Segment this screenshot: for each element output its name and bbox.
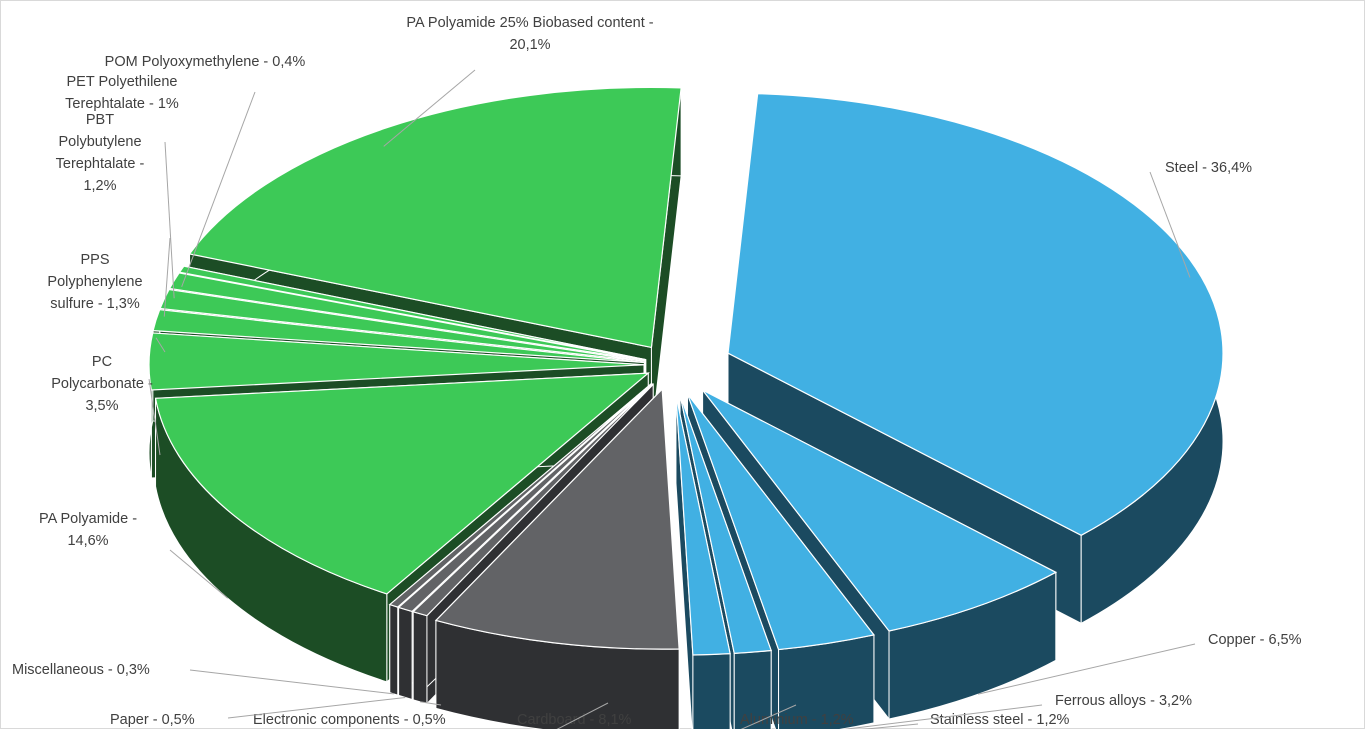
data-label-line: PC	[92, 354, 112, 370]
data-label-miscellaneous: Miscellaneous - 0,3%	[12, 662, 150, 678]
leader-pom-polyoxymethylene	[181, 91, 256, 287]
leader-electronic-components	[419, 701, 442, 706]
leader-lines	[148, 69, 1196, 729]
data-label-line: 1,2%	[83, 178, 116, 194]
data-label-line: Ferrous alloys - 3,2%	[1055, 693, 1192, 709]
data-label-line: Copper - 6,5%	[1208, 632, 1302, 648]
data-label-ferrous-alloys: Ferrous alloys - 3,2%	[1055, 693, 1192, 709]
data-label-pbt-polybutylene-terephtalate: PBT Polybutylene Terephtalate - 1,2%	[56, 112, 145, 194]
data-label-line: Stainless steel - 1,2%	[930, 712, 1070, 728]
slice-electronic-components[interactable]	[412, 383, 654, 617]
leader-steel	[1149, 171, 1191, 278]
data-label-line: PA Polyamide 25% Biobased content -	[406, 15, 653, 31]
leader-pps-polyphenylene-sulfure	[155, 337, 166, 353]
leader-pet-polyethilene-terephtalate	[164, 141, 175, 299]
data-label-line: PET Polyethilene	[67, 74, 178, 90]
data-label-line: 14,6%	[67, 533, 108, 549]
data-label-pa-polyamide-25-biobased-content: PA Polyamide 25% Biobased content - 20,1%	[406, 15, 653, 53]
slice-pbt-polybutylene-terephtalate[interactable]	[159, 288, 645, 362]
slice-pc-polycarbonate[interactable]	[148, 332, 645, 391]
slice-rim-aluminium	[692, 653, 731, 729]
slice-steel[interactable]	[727, 93, 1224, 536]
slice-miscellaneous[interactable]	[388, 383, 652, 608]
data-label-line: Terephtalate - 1%	[65, 96, 179, 112]
data-label-line: Paper - 0,5%	[110, 712, 195, 728]
leader-pbt-polybutylene-terephtalate	[163, 237, 171, 317]
leader-paper	[227, 696, 406, 719]
data-label-line: Polybutylene	[58, 134, 141, 150]
slice-rim-miscellaneous	[389, 603, 399, 696]
data-labels: Steel - 36,4% Copper - 6,5% Ferrous alloys…	[12, 15, 1302, 728]
slice-tops	[148, 86, 1224, 656]
data-label-steel: Steel - 36,4%	[1165, 160, 1252, 176]
leader-pa-polyamide	[169, 549, 229, 599]
slice-rim-electronic-components	[412, 611, 428, 705]
data-label-pet-polyethilene-terephtalate: PET Polyethilene Terephtalate - 1%	[65, 74, 179, 112]
data-label-line: Steel - 36,4%	[1165, 160, 1252, 176]
data-label-line: Aluminium - 1,2%	[740, 712, 854, 728]
leader-miscellaneous	[189, 669, 394, 695]
data-label-stainless-steel: Stainless steel - 1,2%	[930, 712, 1070, 728]
slice-pet-polyethilene-terephtalate[interactable]	[168, 272, 646, 361]
leader-cardboard	[556, 702, 609, 729]
slice-aluminium[interactable]	[675, 395, 731, 656]
slice-cardboard[interactable]	[434, 387, 680, 650]
data-label-line: Electronic components - 0,5%	[253, 712, 446, 728]
leader-ferrous-alloys	[843, 704, 1043, 729]
leader-pc-polycarbonate	[148, 378, 161, 456]
data-label-pc-polycarbonate: PC Polycarbonate - 3,5%	[51, 354, 153, 414]
data-label-line: PPS	[80, 252, 109, 268]
leader-stainless-steel	[861, 723, 919, 729]
data-label-line: 20,1%	[509, 37, 550, 53]
data-label-line: Polycarbonate -	[51, 376, 153, 392]
slice-rim-paper	[398, 606, 413, 701]
slice-stainless-steel[interactable]	[679, 394, 772, 654]
data-label-line: 3,5%	[85, 398, 118, 414]
leader-copper	[978, 643, 1196, 695]
data-label-pa-polyamide: PA Polyamide - 14,6%	[39, 511, 137, 549]
data-label-line: Polyphenylene	[47, 274, 142, 290]
data-label-aluminium: Aluminium - 1,2%	[740, 712, 854, 728]
data-label-line: PBT	[86, 112, 114, 128]
data-label-copper: Copper - 6,5%	[1208, 632, 1302, 648]
data-label-pom-polyoxymethylene: POM Polyoxymethylene - 0,4%	[105, 54, 306, 70]
data-label-pps-polyphenylene-sulfure: PPS Polyphenylene sulfure - 1,3%	[47, 252, 142, 312]
data-label-line: Terephtalate -	[56, 156, 145, 172]
slice-pps-polyphenylene-sulfure[interactable]	[152, 309, 645, 364]
slice-copper[interactable]	[702, 389, 1058, 632]
data-label-line: PA Polyamide -	[39, 511, 137, 527]
slice-pom-polyoxymethylene[interactable]	[178, 265, 646, 361]
slice-pa-polyamide[interactable]	[154, 372, 650, 595]
data-label-paper: Paper - 0,5%	[110, 712, 195, 728]
data-label-line: POM Polyoxymethylene - 0,4%	[105, 54, 306, 70]
slice-ferrous-alloys[interactable]	[686, 393, 875, 651]
data-label-electronic-components: Electronic components - 0,5%	[253, 712, 446, 728]
leader-aluminium	[740, 704, 797, 729]
leader-pa-polyamide-25-biobased-content	[383, 69, 476, 147]
data-label-line: sulfure - 1,3%	[50, 296, 140, 312]
data-label-line: Miscellaneous - 0,3%	[12, 662, 150, 678]
slice-pa-polyamide-25-biobased-content[interactable]	[188, 86, 682, 349]
slice-paper[interactable]	[397, 383, 653, 613]
